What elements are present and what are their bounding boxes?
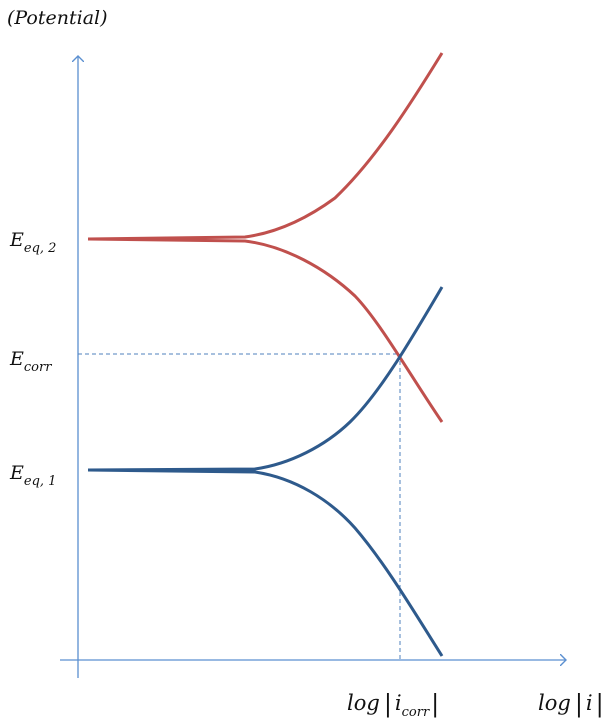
- red-anodic-curve: [87, 52, 444, 241]
- ecorr-label: Ecorr: [9, 348, 52, 375]
- blue-cathodic-curve: [87, 468, 444, 657]
- y-axis-title: (Potential): [7, 7, 108, 29]
- red-cathodic-curve: [87, 237, 444, 423]
- eeq2-label: Eeq, 2: [9, 229, 56, 256]
- eeq1-label: Eeq, 1: [9, 462, 56, 489]
- log-i-label: log | i |: [538, 690, 604, 719]
- blue-anodic-curve: [87, 286, 444, 472]
- log-icorr-label: log | icorr|: [347, 690, 439, 720]
